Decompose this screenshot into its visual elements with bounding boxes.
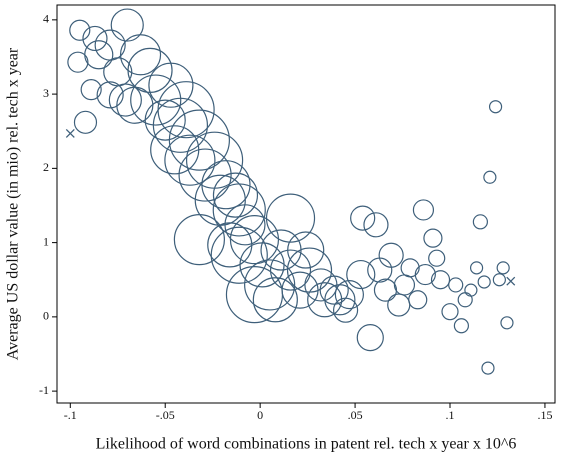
bubble bbox=[408, 290, 428, 310]
bubble bbox=[472, 214, 488, 230]
bubble bbox=[483, 170, 497, 184]
bubble bbox=[307, 282, 343, 318]
x-marker bbox=[506, 276, 516, 286]
y-tick-label: 4 bbox=[43, 12, 49, 26]
bubble bbox=[363, 212, 389, 238]
x-tick-label: .15 bbox=[537, 408, 552, 422]
bubble bbox=[212, 183, 266, 237]
y-tick-label: -1 bbox=[39, 383, 49, 397]
bubble bbox=[82, 25, 108, 52]
bubble bbox=[400, 258, 420, 278]
bubble bbox=[80, 79, 102, 101]
bubble bbox=[148, 62, 194, 108]
bubble bbox=[144, 99, 186, 141]
bubble bbox=[164, 134, 216, 186]
bubble bbox=[260, 229, 302, 271]
x-tick-label: -.05 bbox=[156, 408, 175, 422]
bubble bbox=[332, 297, 359, 323]
bubble bbox=[488, 100, 503, 114]
bubble bbox=[168, 109, 230, 171]
bubble bbox=[67, 51, 89, 73]
bubble bbox=[414, 263, 436, 286]
y-axis-label: Average US dollar value (in mio) rel. te… bbox=[5, 47, 22, 360]
bubble bbox=[469, 261, 484, 275]
bubble bbox=[464, 283, 478, 297]
bubble bbox=[287, 231, 325, 269]
bubble bbox=[244, 259, 296, 311]
bubble bbox=[477, 275, 491, 289]
bubble bbox=[453, 318, 469, 334]
bubble bbox=[428, 249, 446, 267]
bubble bbox=[346, 259, 376, 290]
bubble bbox=[423, 228, 443, 248]
bubble bbox=[173, 214, 225, 266]
bubble bbox=[269, 249, 312, 291]
y-tick-label: 0 bbox=[43, 309, 49, 323]
bubble bbox=[212, 172, 259, 218]
bubble bbox=[108, 83, 142, 117]
bubble bbox=[350, 205, 376, 231]
x-tick-label: .1 bbox=[446, 408, 455, 422]
bubble bbox=[496, 261, 510, 275]
y-tick-label: 1 bbox=[43, 234, 49, 248]
bubble bbox=[481, 361, 495, 375]
bubble bbox=[224, 204, 266, 246]
bubble bbox=[265, 193, 316, 243]
bubble bbox=[500, 316, 514, 330]
bubble bbox=[334, 279, 364, 310]
bubble bbox=[229, 215, 280, 265]
bubble bbox=[448, 277, 464, 293]
x-axis-label: Likelihood of word combinations in paten… bbox=[96, 436, 517, 453]
x-tick-label: 0 bbox=[257, 408, 263, 422]
bubble bbox=[73, 110, 98, 134]
y-tick-label: 2 bbox=[43, 160, 49, 174]
bubble bbox=[119, 34, 162, 76]
bubble bbox=[69, 19, 91, 41]
bubble bbox=[430, 270, 451, 290]
bubble bbox=[110, 8, 144, 42]
bubble bbox=[378, 242, 404, 268]
plot-frame bbox=[56, 4, 556, 404]
x-marker bbox=[65, 128, 75, 138]
bubble bbox=[412, 199, 435, 221]
bubble bbox=[441, 303, 459, 321]
bubble bbox=[178, 148, 232, 202]
x-tick-label: .05 bbox=[348, 408, 363, 422]
bubble bbox=[201, 160, 251, 210]
bubble bbox=[356, 324, 384, 352]
x-tick-label: -.1 bbox=[64, 408, 77, 422]
bubble bbox=[96, 81, 124, 109]
bubble bbox=[319, 275, 349, 305]
bubble bbox=[157, 81, 215, 139]
bubble bbox=[130, 74, 182, 126]
bubble bbox=[492, 273, 506, 287]
bubble bbox=[152, 97, 209, 153]
bubble bbox=[252, 277, 298, 323]
y-tick-label: 3 bbox=[43, 86, 49, 100]
bubble bbox=[210, 226, 268, 284]
bubble bbox=[84, 40, 114, 70]
